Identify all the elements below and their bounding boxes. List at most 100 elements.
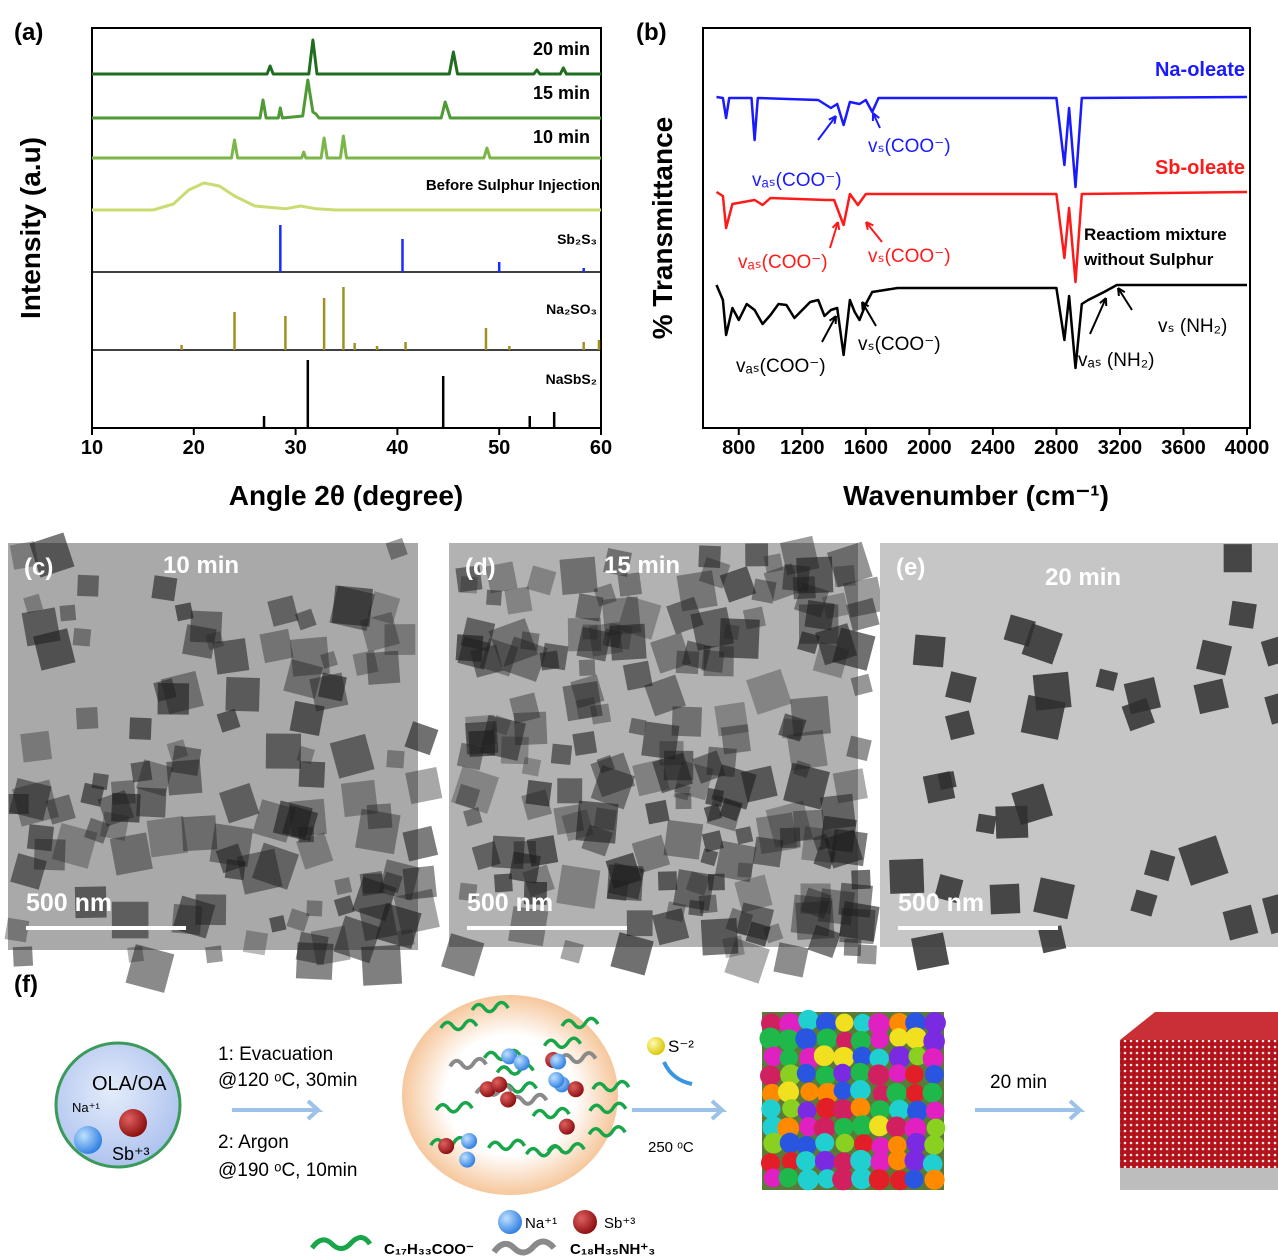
particle: [707, 873, 725, 891]
oleate: [531, 1106, 571, 1120]
particle: [752, 836, 784, 868]
grain: [852, 1046, 872, 1067]
plot-frame: [702, 27, 1251, 429]
grain: [922, 1048, 944, 1069]
grain: [778, 1029, 800, 1052]
particle: [804, 599, 835, 631]
particle: [1222, 904, 1259, 941]
particle: [596, 754, 615, 774]
spectrum-line: [92, 38, 601, 76]
annotation: vₛ(COO⁻): [868, 136, 951, 157]
particle: [84, 817, 111, 844]
spectrum-line: [716, 95, 1248, 189]
grain: [904, 1169, 924, 1189]
arrow: [632, 1099, 728, 1121]
particle: [465, 714, 497, 747]
particle: [843, 938, 862, 957]
na-ion: [501, 1048, 518, 1065]
arrow: [662, 1061, 693, 1086]
grain: [886, 1116, 908, 1138]
grain: [889, 1046, 911, 1068]
arrow: [232, 1099, 324, 1121]
sulfur-label: S⁻²: [668, 1037, 694, 1056]
particle: [790, 894, 833, 937]
particle: [367, 591, 401, 625]
grain: [800, 1082, 819, 1101]
series-label: NaSbS₂: [546, 371, 597, 387]
plot-frame: [91, 27, 602, 429]
particle: [575, 696, 598, 720]
particle: [329, 585, 375, 632]
na-label: Na⁺¹: [72, 1100, 100, 1115]
particle: [525, 779, 553, 807]
grain: [797, 1169, 819, 1191]
particle: [77, 574, 99, 597]
sulfur: [647, 1037, 665, 1055]
x-axis-label: Angle 2θ (degree): [229, 480, 464, 511]
grain: [922, 1154, 943, 1174]
particle: [384, 624, 416, 655]
particle: [856, 944, 877, 965]
particle: [296, 745, 315, 765]
grain: [926, 1118, 946, 1138]
oleate: [591, 1079, 631, 1093]
annotation: vₐₛ(COO⁻): [736, 356, 826, 377]
grain: [869, 1048, 889, 1069]
annotation: vₛ(COO⁻): [868, 246, 951, 267]
grain: [795, 1028, 817, 1050]
particle: [846, 735, 872, 762]
panel-label: (b): [636, 19, 667, 46]
grain: [815, 1012, 838, 1034]
grain: [905, 1027, 927, 1049]
particle: [9, 778, 52, 821]
grain: [779, 1048, 798, 1068]
particle: [622, 660, 653, 691]
oleylamine: [557, 1051, 598, 1065]
oleate-icon: [309, 1235, 373, 1251]
particle: [272, 800, 313, 841]
grain: [817, 1169, 837, 1189]
oleate: [470, 1000, 510, 1014]
particle: [826, 541, 873, 588]
x-tick-label: 1600: [844, 437, 889, 459]
scale-label: 500 nm: [467, 889, 553, 917]
panel-label: (a): [14, 19, 43, 46]
annotation-arrow: [1117, 287, 1133, 311]
particle: [295, 942, 334, 980]
particle: [590, 752, 636, 798]
grain: [851, 1167, 873, 1190]
grain: [889, 1028, 909, 1047]
grain: [871, 1137, 891, 1156]
particle: [641, 721, 680, 760]
particle: [72, 627, 92, 647]
annotation-arrow: [865, 221, 883, 243]
particle: [457, 636, 491, 670]
grain: [779, 1132, 801, 1154]
particle: [127, 945, 144, 963]
cube-front: [1120, 1040, 1278, 1175]
micrographs: (c) 10 min 500 nm (d) 15 min 500 nm (e) 20 min 5…: [4, 532, 1278, 993]
particle: [182, 624, 217, 659]
particle: [626, 910, 653, 937]
particle: [1193, 678, 1229, 715]
grain: [796, 1136, 817, 1156]
particle: [700, 917, 739, 956]
particle: [778, 713, 807, 742]
grain: [833, 1046, 855, 1069]
particle: [468, 730, 496, 757]
particle: [720, 724, 751, 755]
panel-label: (c): [24, 554, 53, 581]
sb-label: Sb⁺³: [112, 1144, 150, 1164]
particle: [578, 659, 596, 677]
particle: [567, 617, 602, 652]
particle: [783, 762, 830, 810]
particle: [719, 566, 757, 603]
particle: [645, 799, 670, 825]
x-tick-label: 40: [386, 437, 408, 459]
particle: [795, 900, 835, 941]
grain: [905, 1012, 927, 1034]
grain: [868, 1169, 890, 1191]
particle: [763, 563, 802, 602]
particle: [666, 596, 704, 635]
oleate: [588, 1101, 628, 1115]
